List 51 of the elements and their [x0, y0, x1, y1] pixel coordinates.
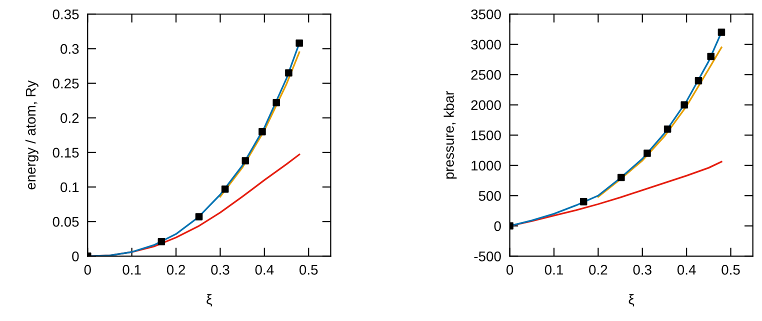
point [694, 77, 702, 84]
point [158, 238, 166, 246]
y-axis-title: pressure, kbar [444, 90, 457, 179]
y-tick-label: 2000 [471, 100, 501, 110]
y-tick-label: 0 [72, 251, 79, 262]
line-series [597, 46, 722, 198]
y-tick-label: -500 [474, 251, 501, 262]
y-tick-label: 0 [494, 221, 501, 232]
x-tick-label: 0 [506, 264, 514, 275]
x-tick-label: 0.3 [211, 264, 230, 275]
y-tick-label: 0.1 [60, 182, 79, 192]
point [644, 150, 651, 157]
point [221, 185, 229, 193]
x-tick-label: 0.2 [589, 264, 608, 275]
x-axis-title: ξ [628, 294, 634, 307]
x-tick-label: 0.1 [544, 264, 563, 275]
line-series [219, 51, 300, 198]
point [580, 198, 588, 206]
y-tick-label: 1500 [472, 130, 501, 140]
y-tick-label: 500 [478, 190, 501, 201]
x-tick-label: 0.1 [122, 264, 141, 275]
y-tick-label: 3000 [471, 40, 501, 50]
x-tick-label: 0.4 [255, 264, 274, 275]
point [258, 128, 266, 136]
x-tick-label: 0.4 [677, 264, 696, 275]
y-tick-label: 3500 [471, 9, 501, 20]
x-tick-label: 0 [84, 264, 91, 275]
x-axis-title: ξ [206, 294, 212, 307]
y-axis-title: energy / atom, Ry [25, 80, 38, 190]
point [618, 174, 625, 182]
point [285, 69, 292, 77]
y-tick-label: 0.2 [60, 113, 79, 124]
x-tick-label: 0.5 [722, 264, 740, 275]
x-tick-label: 0.5 [300, 264, 318, 275]
point [296, 40, 303, 47]
y-tick-label: 2500 [471, 70, 501, 80]
point [718, 28, 726, 36]
point [195, 213, 203, 220]
y-tick-label: 0.35 [52, 9, 79, 20]
point [680, 101, 688, 109]
y-tick-label: 0.15 [52, 148, 79, 158]
point [664, 125, 672, 133]
y-tick-label: 1000 [472, 160, 501, 171]
x-tick-label: 0.2 [166, 264, 185, 275]
point [707, 52, 715, 60]
y-tick-label: 0.3 [60, 44, 79, 54]
point [242, 157, 250, 164]
x-tick-label: 0.3 [633, 264, 652, 275]
point [272, 99, 280, 106]
y-tick-label: 0.05 [52, 216, 79, 227]
y-tick-label: 0.25 [52, 78, 79, 88]
